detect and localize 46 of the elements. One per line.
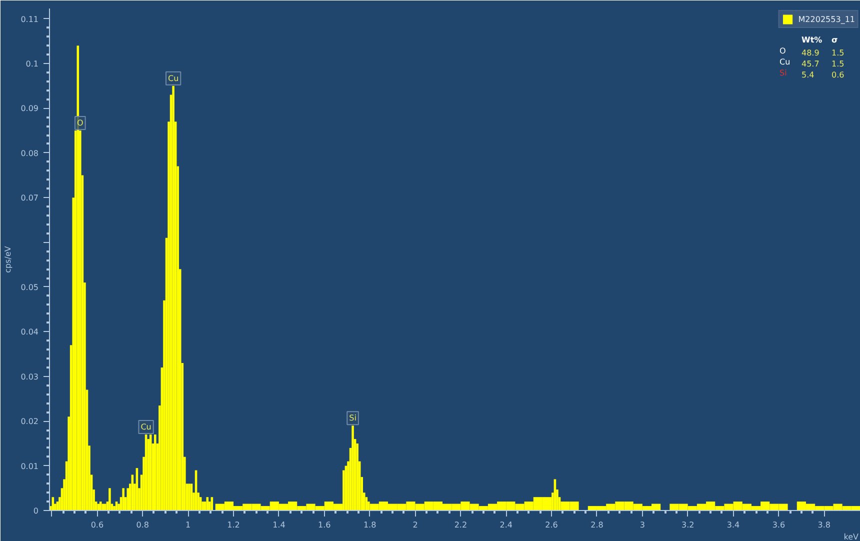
annotation: σ <box>832 36 838 44</box>
annotation: 0.6 <box>832 70 844 80</box>
x-axis-title: keV <box>844 532 860 541</box>
annotation: Wt% <box>802 36 822 44</box>
annotation: 5.4 <box>802 70 814 80</box>
x-tick-label: 3 <box>640 520 645 530</box>
y-tick-label: 0.08 <box>20 148 38 158</box>
annotation: 1.5 <box>832 60 844 68</box>
y-tick-label: 0.01 <box>20 462 38 471</box>
annotation: Cu <box>780 58 790 66</box>
legend-label: M2202553_11 <box>798 14 855 24</box>
x-tick-label: 2.8 <box>590 520 604 530</box>
x-tick-label: 1.2 <box>227 520 240 530</box>
y-tick-label: 0.05 <box>20 282 38 292</box>
y-tick-label: 0.09 <box>20 104 38 114</box>
x-tick-label: 2.2 <box>454 520 468 530</box>
annotation: Si <box>349 414 356 423</box>
y-tick-label: 0.11 <box>20 14 38 24</box>
x-tick-label: 2.6 <box>545 520 558 530</box>
x-tick-label: 3.6 <box>772 520 786 530</box>
y-axis-title: cps/eV <box>4 246 13 273</box>
annotation: 1.5 <box>832 48 844 58</box>
x-tick-label: 2 <box>412 520 418 530</box>
x-tick-label: 1.8 <box>363 520 376 530</box>
annotation: 48.9 <box>802 48 820 58</box>
annotation: Cu <box>168 74 179 83</box>
y-tick-label: 0.04 <box>20 328 38 337</box>
annotation: 45.7 <box>802 60 820 68</box>
y-tick-label: 0.1 <box>26 59 39 68</box>
annotation: O <box>77 118 84 128</box>
x-tick-label: 3.8 <box>818 520 831 530</box>
annotation: Cu <box>140 422 152 432</box>
x-tick-label: 1 <box>186 520 191 530</box>
x-tick-label: 0.6 <box>90 520 104 530</box>
annotation: O <box>780 46 786 56</box>
y-tick-label: 0 <box>33 506 39 516</box>
y-tick-label: 0.02 <box>20 417 38 426</box>
y-tick-label: 0.03 <box>20 372 38 382</box>
x-tick-label: 1.6 <box>318 520 331 530</box>
x-tick-label: 1.4 <box>272 520 286 530</box>
annotation: Si <box>780 68 787 78</box>
x-tick-label: 3.2 <box>681 520 694 530</box>
y-tick-label: 0.07 <box>20 194 38 203</box>
x-tick-label: 0.8 <box>136 520 150 530</box>
x-tick-label: 2.4 <box>500 520 512 530</box>
x-tick-label: 3.4 <box>726 520 740 530</box>
